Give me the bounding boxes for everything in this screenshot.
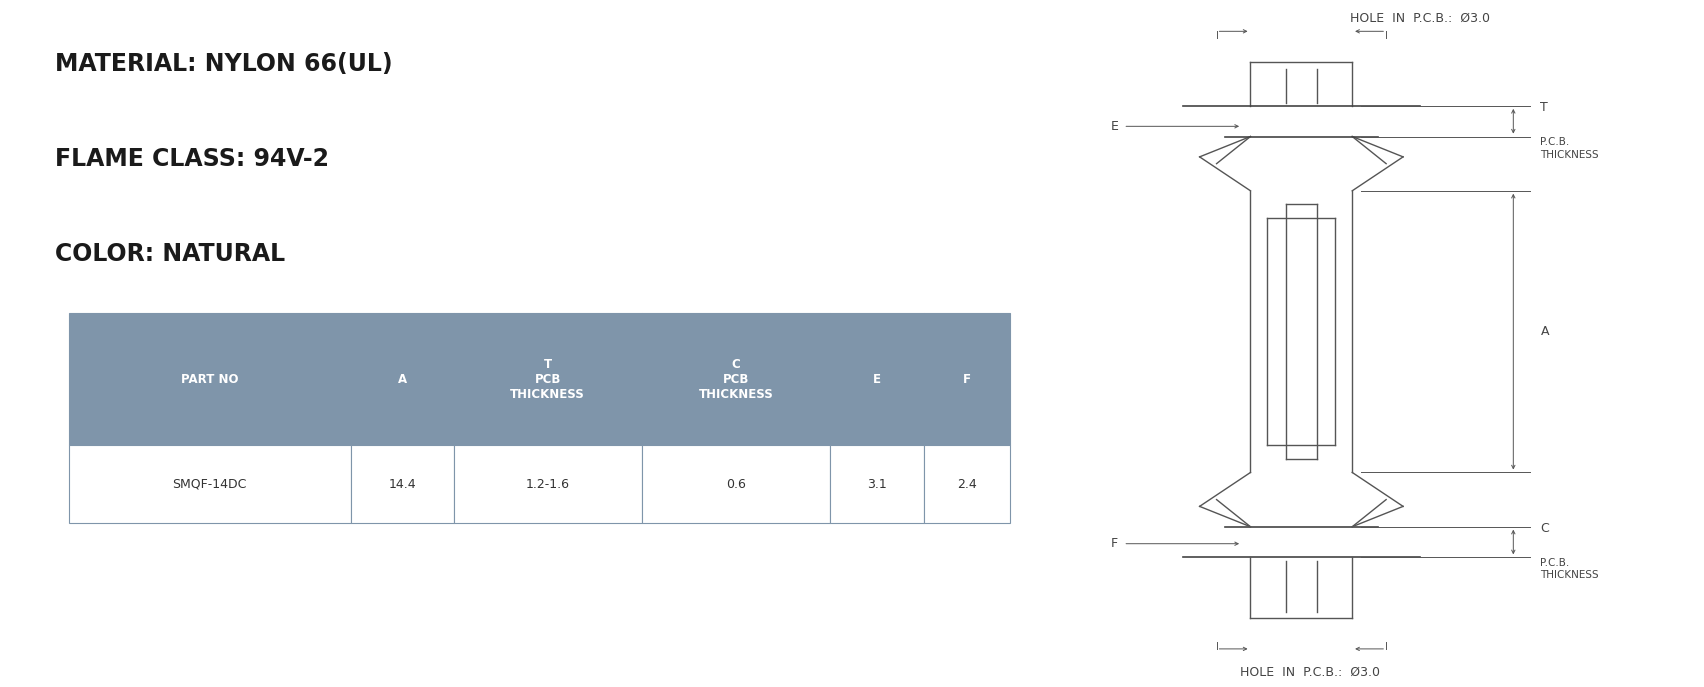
Text: E: E	[872, 372, 881, 385]
Bar	[453, 445, 642, 523]
Bar	[453, 313, 642, 445]
Bar	[924, 445, 1010, 523]
Text: A: A	[397, 372, 407, 385]
Text: E: E	[1111, 120, 1118, 133]
Text: F: F	[963, 372, 971, 385]
Text: C
PCB
THICKNESS: C PCB THICKNESS	[699, 358, 774, 401]
Bar	[830, 445, 924, 523]
Text: 0.6: 0.6	[726, 478, 746, 491]
Text: COLOR: NATURAL: COLOR: NATURAL	[55, 242, 285, 266]
Text: 14.4: 14.4	[389, 478, 416, 491]
Text: P.C.B.
THICKNESS: P.C.B. THICKNESS	[1540, 137, 1598, 159]
Text: 1.2-1.6: 1.2-1.6	[527, 478, 569, 491]
Bar	[68, 313, 351, 445]
Text: A: A	[1540, 325, 1549, 338]
Bar	[351, 445, 453, 523]
Bar	[924, 313, 1010, 445]
Text: SMQF-14DC: SMQF-14DC	[172, 478, 247, 491]
Text: P.C.B.
THICKNESS: P.C.B. THICKNESS	[1540, 558, 1598, 581]
Text: 3.1: 3.1	[867, 478, 888, 491]
Text: F: F	[1111, 537, 1118, 550]
Bar	[642, 445, 830, 523]
Text: MATERIAL: NYLON 66(UL): MATERIAL: NYLON 66(UL)	[55, 52, 392, 76]
Bar	[68, 445, 351, 523]
Text: HOLE  IN  P.C.B.:  Ø3.0: HOLE IN P.C.B.: Ø3.0	[1350, 12, 1489, 25]
Text: C: C	[1540, 522, 1549, 535]
Text: PART NO: PART NO	[181, 372, 239, 385]
Bar	[830, 313, 924, 445]
Bar	[351, 313, 453, 445]
Bar	[642, 313, 830, 445]
Text: T: T	[1540, 101, 1549, 114]
Text: 2.4: 2.4	[958, 478, 976, 491]
Text: FLAME CLASS: 94V-2: FLAME CLASS: 94V-2	[55, 147, 329, 170]
Text: T
PCB
THICKNESS: T PCB THICKNESS	[509, 358, 584, 401]
Text: HOLE  IN  P.C.B.:  Ø3.0: HOLE IN P.C.B.: Ø3.0	[1241, 666, 1380, 679]
